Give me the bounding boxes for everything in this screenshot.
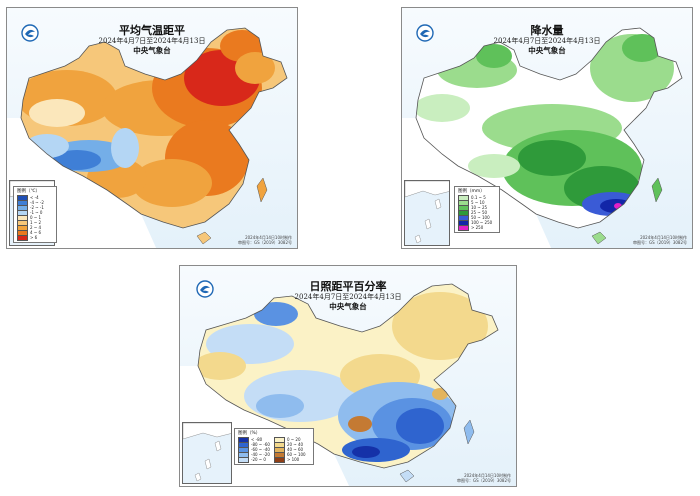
precipitation-title: 降水量 xyxy=(530,24,564,37)
sunshine-anomaly-panel: 日照距平百分率 2024年4月7日至2024年4月13日 中央气象台 图例（%）… xyxy=(179,265,517,487)
legend-column: < -80 -80 ~ -60 -60 ~ -40 -40 ~ -20 -20 … xyxy=(238,436,270,463)
sunshine-legend-title: 图例（%） xyxy=(238,431,261,436)
meteorological-logo-icon xyxy=(21,24,39,42)
south-china-sea-inset xyxy=(404,180,450,246)
legend-entry: > 250 xyxy=(458,224,496,231)
credit-line: 2024年4月14日10时制作 xyxy=(245,235,292,240)
sunshine-credit: 2024年4月14日10时制作 审图号：GS（2019）3082号 xyxy=(457,473,511,483)
credit-line: 2024年4月14日10时制作 xyxy=(640,235,687,240)
hainan-island xyxy=(196,231,212,245)
hainan-island xyxy=(591,231,607,245)
south-china-sea-inset xyxy=(182,422,232,484)
legend-swatch xyxy=(458,224,469,231)
temperature-org: 中央气象台 xyxy=(133,46,171,55)
meteorological-logo-icon xyxy=(416,24,434,42)
taiwan-island xyxy=(651,177,663,203)
temperature-date-range: 2024年4月7日至2024年4月13日 xyxy=(98,37,206,45)
china-border xyxy=(20,27,288,229)
legend-swatch xyxy=(238,456,249,463)
legend-column: 0 ~ 20 20 ~ 40 40 ~ 60 60 ~ 100 > 100 xyxy=(273,436,306,463)
sunshine-anomaly-map xyxy=(180,283,499,486)
temperature-legend-title: 图例（℃） xyxy=(17,189,41,194)
sunshine-legend: 图例（%） < -80 -80 ~ -60 -60 ~ -40 -40 ~ -2… xyxy=(234,428,314,465)
legend-entry: > 6 xyxy=(17,234,53,241)
china-border xyxy=(415,27,683,229)
hainan-island xyxy=(399,469,415,483)
temperature-anomaly-panel: 平均气温距平 2024年4月7日至2024年4月13日 中央气象台 图例（℃） … xyxy=(6,7,298,249)
inset-map xyxy=(405,181,449,244)
temperature-legend: 图例（℃） < -4 -4 ~ -2 -2 ~ -1 -1 ~ 0 0 ~ 1 … xyxy=(13,186,57,243)
temperature-anomaly-map xyxy=(7,27,288,248)
meteorological-logo-icon xyxy=(196,280,214,298)
credit-line: 2024年4月14日10时制作 xyxy=(464,473,511,478)
precipitation-panel: 降水量 2024年4月7日至2024年4月13日 中央气象台 图例（mm） 0.… xyxy=(401,7,693,249)
precipitation-legend: 图例（mm） 0.1 ~ 5 5 ~ 10 10 ~ 25 25 ~ 50 50… xyxy=(454,186,500,233)
legend-swatch xyxy=(273,456,285,463)
precipitation-org: 中央气象台 xyxy=(528,46,566,55)
legend-entry: > 100 xyxy=(273,456,306,463)
legend-swatch xyxy=(17,234,28,241)
precipitation-date-range: 2024年4月7日至2024年4月13日 xyxy=(493,37,601,45)
credit-line: 审图号：GS（2019）3082号 xyxy=(633,240,687,245)
taiwan-island xyxy=(463,419,475,445)
temperature-title: 平均气温距平 xyxy=(119,24,185,37)
sunshine-date-range: 2024年4月7日至2024年4月13日 xyxy=(294,293,402,301)
sunshine-legend-grid: < -80 -80 ~ -60 -60 ~ -40 -40 ~ -20 -20 … xyxy=(238,436,310,463)
sunshine-org: 中央气象台 xyxy=(329,302,367,311)
precipitation-credit: 2024年4月14日10时制作 审图号：GS（2019）3082号 xyxy=(633,235,687,245)
sunshine-title: 日照距平百分率 xyxy=(309,280,387,293)
credit-line: 审图号：GS（2019）3082号 xyxy=(238,240,292,245)
temperature-credit: 2024年4月14日10时制作 审图号：GS（2019）3082号 xyxy=(238,235,292,245)
credit-line: 审图号：GS（2019）3082号 xyxy=(457,478,511,483)
taiwan-island xyxy=(256,177,268,203)
inset-map xyxy=(183,423,231,482)
precipitation-legend-title: 图例（mm） xyxy=(458,189,485,194)
legend-entry: -20 ~ 0 xyxy=(238,456,270,463)
